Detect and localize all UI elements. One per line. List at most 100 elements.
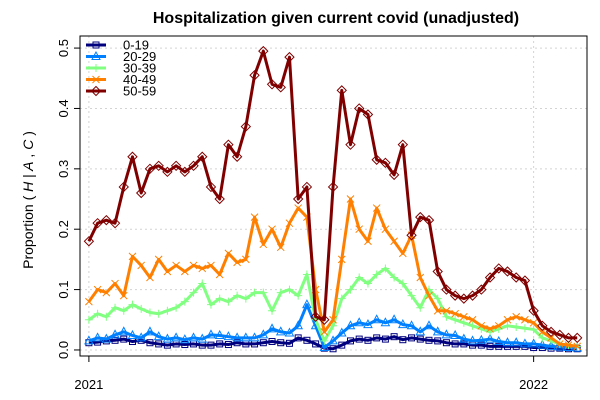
data-point [172, 261, 180, 270]
data-point [92, 217, 103, 229]
data-point [408, 334, 416, 342]
data-point [171, 332, 181, 342]
data-point [153, 160, 164, 172]
data-point [484, 272, 496, 283]
data-point [380, 317, 391, 327]
data-point [441, 329, 452, 339]
data-point [572, 332, 583, 344]
data-point [502, 266, 513, 277]
data-point [425, 291, 433, 300]
data-point [268, 338, 276, 346]
data-point [433, 306, 442, 315]
data-point [312, 340, 320, 348]
data-point [434, 337, 442, 345]
data-point [285, 339, 293, 347]
data-point [573, 342, 582, 351]
data-point [153, 331, 164, 341]
data-point [188, 160, 199, 172]
data-point [398, 279, 407, 288]
data-point [416, 273, 425, 282]
y-label-part: A [20, 161, 36, 174]
data-point [216, 340, 224, 348]
data-point [179, 334, 190, 344]
data-point [146, 273, 154, 282]
data-point [258, 329, 269, 339]
data-point [528, 338, 539, 348]
data-point [214, 193, 225, 205]
data-point [233, 291, 242, 300]
legend-label: 30-39 [123, 61, 156, 76]
data-point [397, 139, 409, 150]
data-point [249, 70, 260, 81]
data-point [503, 321, 512, 330]
data-point [468, 321, 477, 330]
data-point [494, 321, 503, 330]
data-point [206, 300, 215, 309]
data-point [502, 337, 513, 347]
data-point [276, 288, 285, 297]
data-point [371, 154, 382, 165]
data-point [319, 341, 330, 352]
data-point [406, 320, 417, 330]
data-point [111, 336, 119, 344]
data-point [381, 335, 389, 343]
data-point [346, 337, 354, 345]
data-point [486, 342, 494, 350]
y-tick-label: 0.0 [56, 341, 71, 359]
data-point [424, 320, 434, 330]
data-point [232, 332, 242, 342]
data-point [398, 319, 408, 329]
data-point [381, 225, 390, 234]
legend-marker [90, 85, 102, 97]
data-point [111, 303, 120, 312]
data-point [215, 294, 224, 303]
data-point [468, 315, 477, 324]
x-tick-label: 2022 [519, 377, 548, 392]
data-point [275, 82, 286, 93]
y-axis-label: Proportion ( H | A , C ) [20, 131, 36, 269]
data-point [538, 333, 547, 342]
data-point [135, 187, 147, 199]
series-0-19 [85, 333, 581, 353]
data-point [120, 335, 128, 343]
data-point [432, 266, 443, 277]
data-point [128, 300, 137, 309]
data-point [510, 272, 522, 283]
series-20-29 [84, 299, 583, 352]
data-point [354, 317, 365, 327]
data-point [407, 291, 416, 300]
data-point [155, 340, 163, 348]
data-point [241, 332, 251, 342]
data-point [292, 193, 304, 205]
data-point [214, 329, 225, 339]
data-point [101, 214, 112, 226]
data-point [302, 299, 312, 309]
data-point [345, 139, 356, 150]
data-point [493, 335, 504, 346]
data-point [181, 341, 189, 349]
data-point [451, 309, 459, 318]
data-point [355, 273, 364, 282]
legend-label: 20-29 [123, 49, 156, 64]
data-point [546, 340, 556, 350]
data-point [267, 323, 277, 333]
data-point [258, 45, 269, 57]
legend-item-20-29: 20-29 [86, 49, 156, 64]
data-point [145, 308, 154, 317]
data-point [467, 335, 478, 345]
data-point [433, 294, 442, 303]
data-point [336, 85, 347, 96]
data-point [451, 340, 459, 348]
data-point [486, 324, 494, 333]
data-point [284, 327, 295, 337]
data-point [362, 109, 374, 120]
data-point [406, 230, 417, 241]
data-point [459, 333, 469, 343]
data-point [205, 181, 217, 193]
data-point [144, 163, 156, 175]
data-point [416, 303, 425, 312]
data-point [197, 333, 208, 343]
data-point [495, 342, 503, 350]
data-point [146, 339, 154, 347]
